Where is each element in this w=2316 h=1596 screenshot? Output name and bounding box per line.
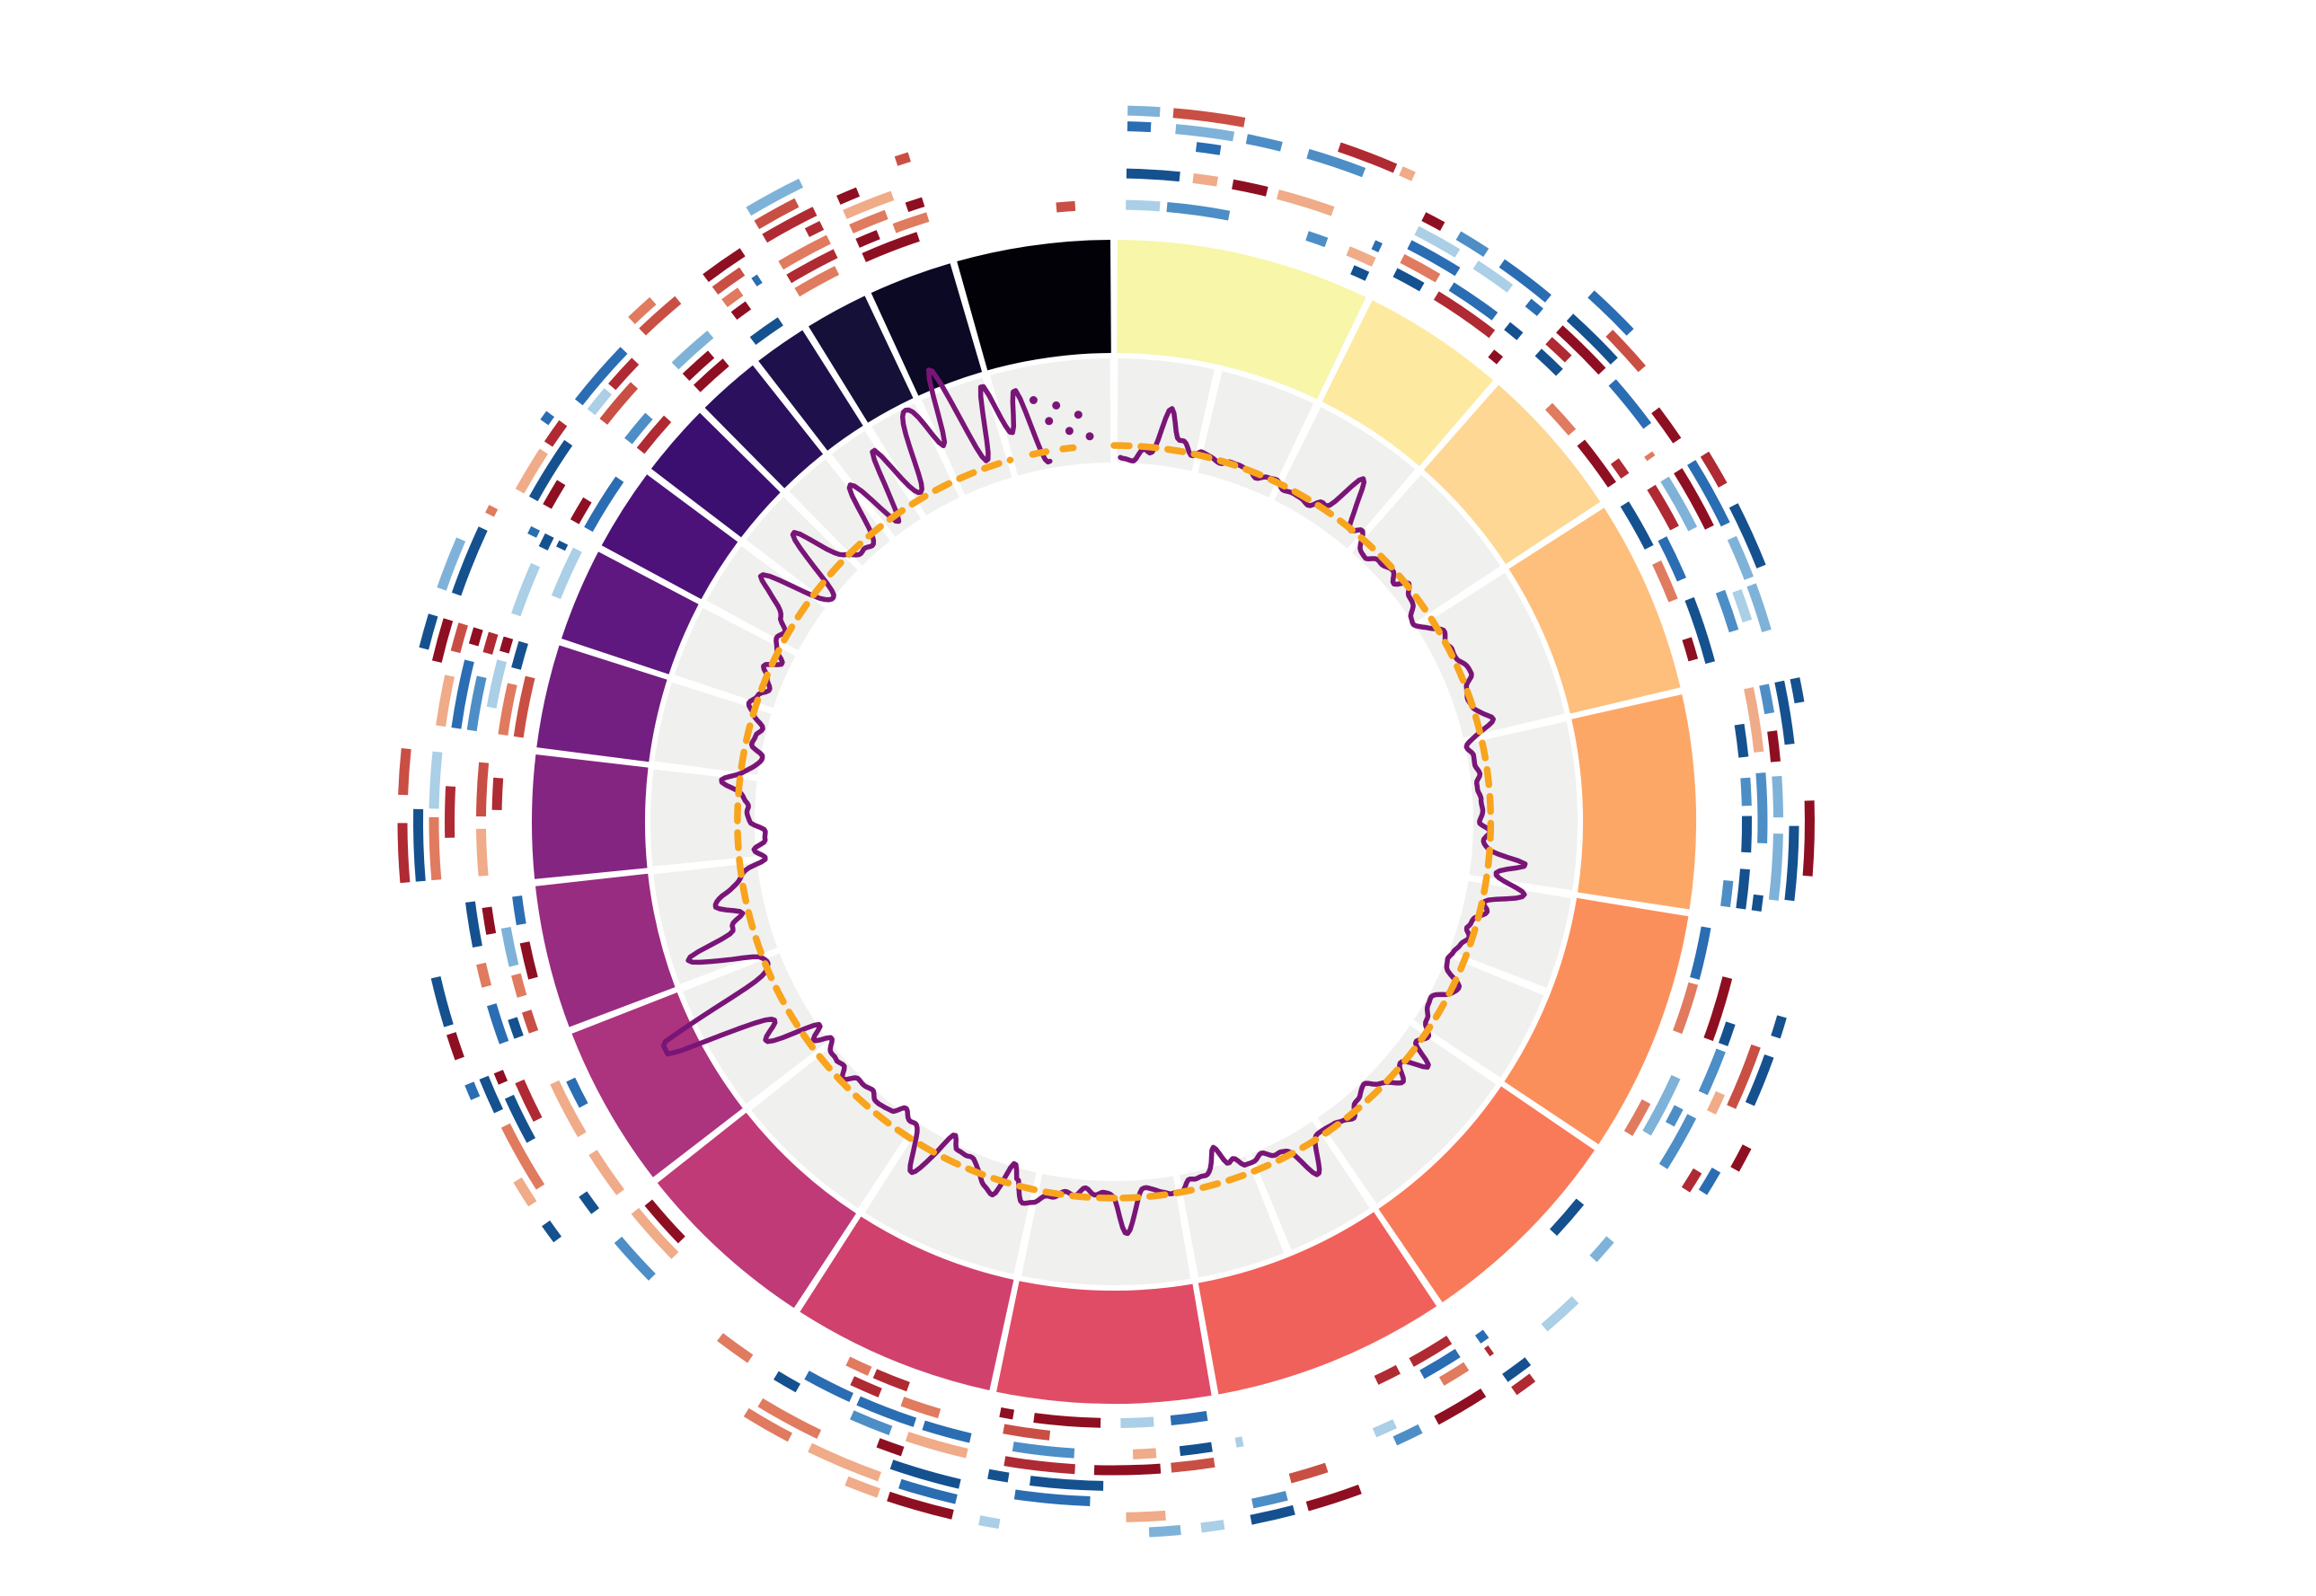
ring-segment-seg-13 <box>535 873 676 1027</box>
ring-segment-seg-03 <box>1423 384 1601 564</box>
trend-line-fragment <box>1059 444 1077 453</box>
inner-track-band <box>650 358 1578 1285</box>
ring-segment-seg-10 <box>800 1216 1014 1390</box>
ring-segment-seg-19 <box>704 365 824 489</box>
coverage-dot <box>1085 432 1094 441</box>
trend-line <box>734 442 1495 1202</box>
coverage-line-track <box>660 367 1528 1237</box>
ring-segment-seg-14 <box>531 754 649 879</box>
ring-segment-seg-01 <box>1117 240 1366 400</box>
ring-segment-seg-05 <box>1571 694 1696 910</box>
coverage-dot <box>1065 427 1074 436</box>
outer-heatmap-tracks <box>397 105 1815 1538</box>
ring-segment-seg-22 <box>871 263 983 396</box>
ring-segment-seg-09 <box>996 1281 1212 1405</box>
segment-color-ring <box>531 240 1696 1405</box>
ring-segment-seg-08 <box>1198 1212 1437 1395</box>
ring-segment-seg-06 <box>1504 897 1689 1145</box>
ring-segment-seg-15 <box>536 645 667 763</box>
ring-segment-seg-23 <box>957 240 1111 371</box>
ring-segment-seg-20 <box>758 330 863 451</box>
ring-segment-seg-16 <box>561 551 699 675</box>
ring-segment-seg-07 <box>1378 1086 1595 1302</box>
ring-segment-seg-21 <box>809 295 914 423</box>
trend-line-fragment <box>1029 448 1050 458</box>
ring-segment-seg-12 <box>571 992 743 1177</box>
coverage-dot <box>1045 417 1054 426</box>
ring-segment-seg-17 <box>601 474 738 600</box>
ring-segment-seg-02 <box>1322 300 1494 466</box>
ring-segment-seg-11 <box>657 1112 856 1309</box>
coverage-dot <box>1074 410 1083 419</box>
ring-segment-seg-18 <box>650 412 781 538</box>
ring-segment-seg-04 <box>1508 507 1681 714</box>
coverage-dot <box>1029 396 1038 404</box>
coverage-dot <box>1052 401 1061 410</box>
